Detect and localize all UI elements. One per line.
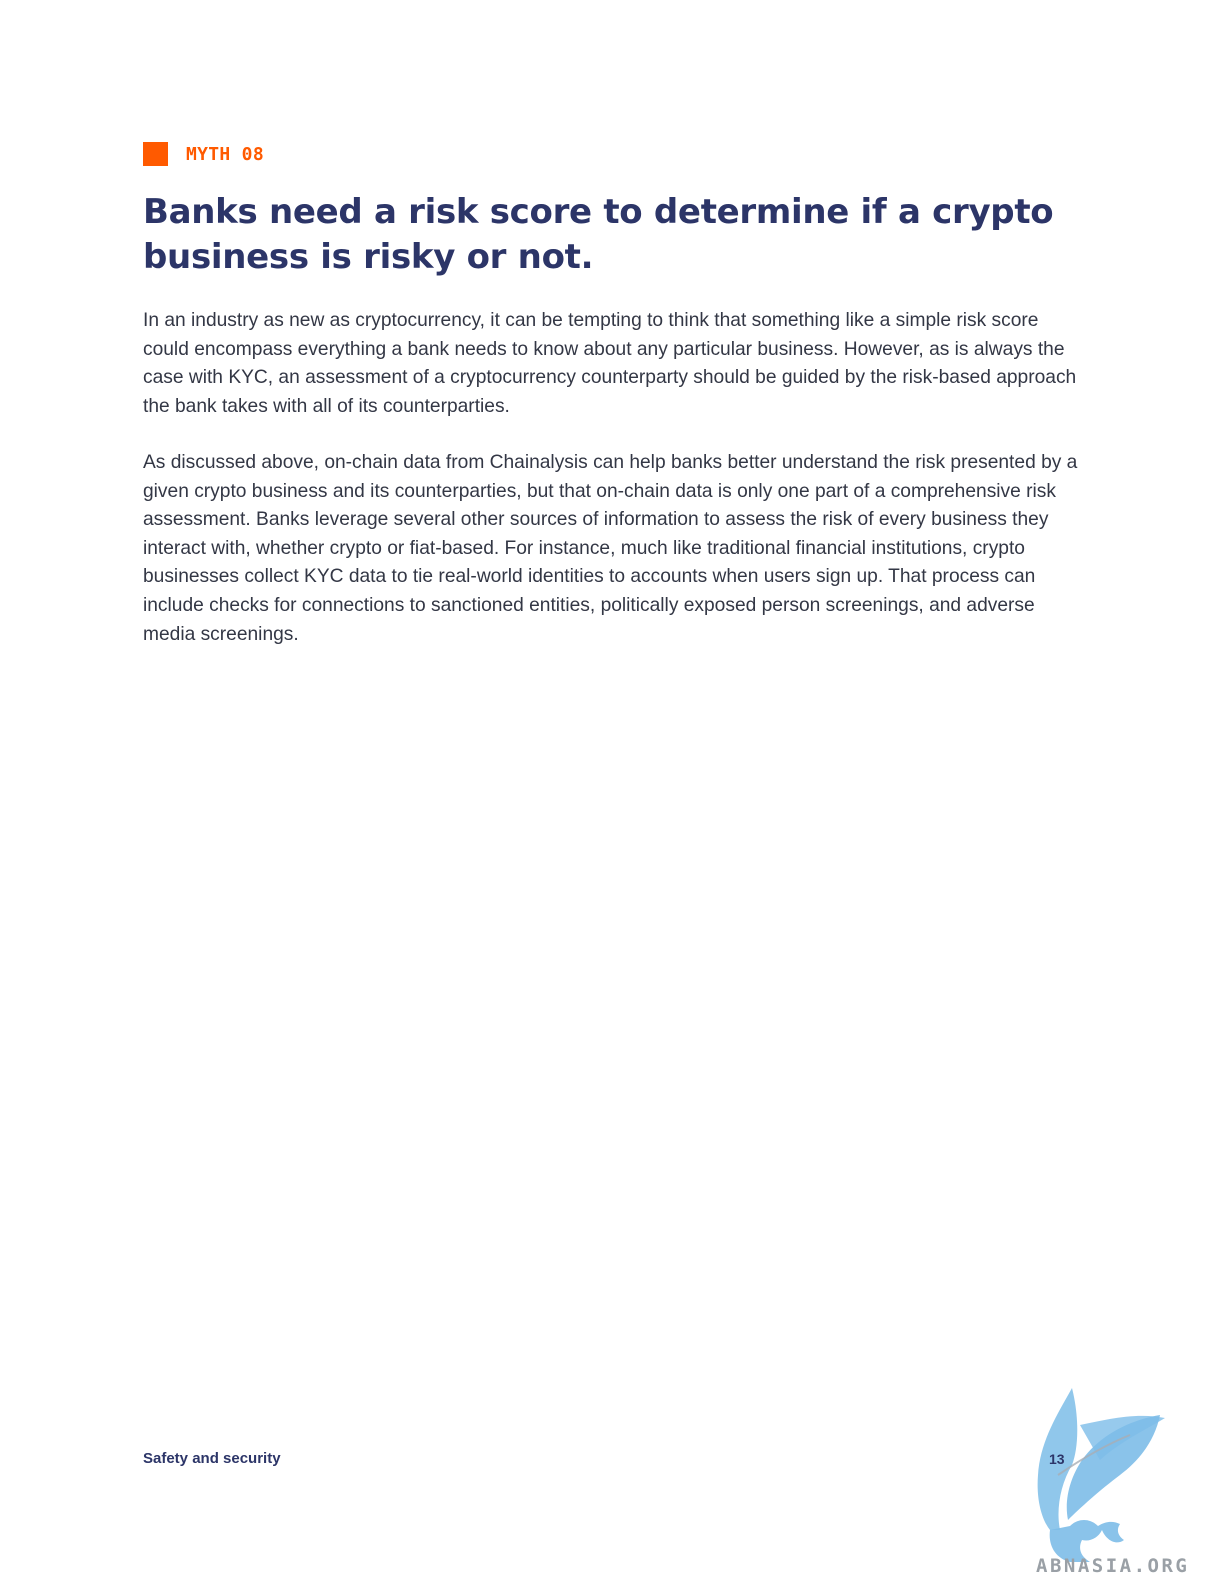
griffin-logo-icon	[1037, 1388, 1165, 1562]
myth-tag: MYTH 08	[143, 142, 264, 166]
orange-square-icon	[143, 142, 168, 166]
paragraph-2: As discussed above, on-chain data from C…	[143, 452, 1078, 645]
myth-label: MYTH 08	[186, 143, 264, 165]
paragraph-1: In an industry as new as cryptocurrency,…	[143, 310, 1077, 417]
watermark-text: ABNASIA.ORG	[1036, 1555, 1190, 1577]
page-title: Banks need a risk score to determine if …	[143, 192, 1054, 277]
footer-section-title: Safety and security	[143, 1450, 281, 1467]
page-number: 13	[1049, 1451, 1065, 1467]
